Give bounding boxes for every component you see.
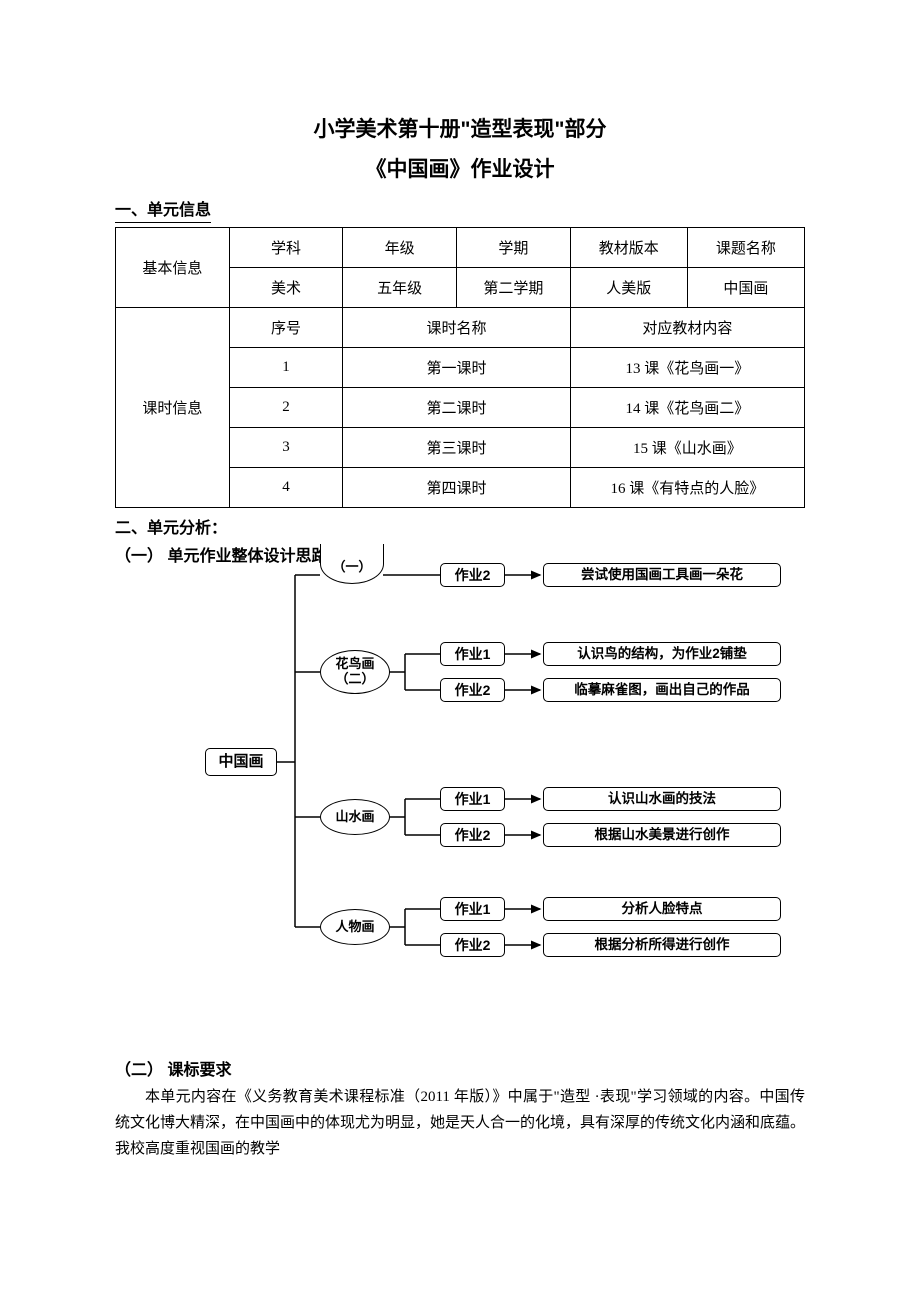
diagram-ellipse-g1-partial: （一） — [320, 544, 384, 584]
diagram-desc: 根据山水美景进行创作 — [543, 823, 781, 847]
th-version: 教材版本 — [570, 227, 687, 267]
body-paragraph-1: 本单元内容在《义务教育美术课程标准（2011 年版）》中属于"造型 ·表现"学习… — [115, 1084, 805, 1163]
td-subject: 美术 — [229, 267, 343, 307]
diagram-hw: 作业2 — [440, 678, 505, 702]
unit-info-table: 基本信息 学科 年级 学期 教材版本 课题名称 美术 五年级 第二学期 人美版 … — [115, 227, 805, 508]
diagram-hw: 作业1 — [440, 642, 505, 666]
basic-info-label: 基本信息 — [116, 227, 230, 307]
diagram-hw: 作业1 — [440, 897, 505, 921]
diagram-hw: 作业2 — [440, 563, 505, 587]
section-2-header: 二、单元分析： — [115, 514, 805, 538]
diagram-hw: 作业2 — [440, 933, 505, 957]
th-topic: 课题名称 — [687, 227, 804, 267]
diagram-root: 中国画 — [205, 748, 277, 776]
diagram-hw: 作业2 — [440, 823, 505, 847]
doc-title-2: 《中国画》作业设计 — [115, 150, 805, 190]
diagram-ellipse-g2: 花鸟画（二） — [320, 650, 390, 694]
diagram-desc: 认识鸟的结构，为作业2铺垫 — [543, 642, 781, 666]
design-diagram: 中国画 （一） 作业2 尝试使用国画工具画一朵花 花鸟画（二） 作业1 作业2 … — [205, 562, 795, 982]
th-grade: 年级 — [343, 227, 457, 267]
diagram-desc: 临摹麻雀图，画出自己的作品 — [543, 678, 781, 702]
lesson-info-label: 课时信息 — [116, 307, 230, 507]
doc-title-1: 小学美术第十册"造型表现"部分 — [115, 110, 805, 150]
diagram-hw: 作业1 — [440, 787, 505, 811]
diagram-ellipse-g4: 人物画 — [320, 909, 390, 945]
section-1-text: 一、单元信息 — [115, 196, 211, 223]
th-lesson-name: 课时名称 — [343, 307, 570, 347]
section-1-header: 一、单元信息 — [115, 196, 805, 223]
section-2b-header: （二） 课标要求 — [115, 1056, 805, 1080]
diagram-desc: 根据分析所得进行创作 — [543, 933, 781, 957]
diagram-desc: 分析人脸特点 — [543, 897, 781, 921]
td-term: 第二学期 — [457, 267, 571, 307]
td-version: 人美版 — [570, 267, 687, 307]
td-grade: 五年级 — [343, 267, 457, 307]
diagram-ellipse-g3: 山水画 — [320, 799, 390, 835]
th-term: 学期 — [457, 227, 571, 267]
th-subject: 学科 — [229, 227, 343, 267]
th-seq: 序号 — [229, 307, 343, 347]
td-topic: 中国画 — [687, 267, 804, 307]
diagram-desc: 尝试使用国画工具画一朵花 — [543, 563, 781, 587]
diagram-desc: 认识山水画的技法 — [543, 787, 781, 811]
th-content: 对应教材内容 — [570, 307, 804, 347]
